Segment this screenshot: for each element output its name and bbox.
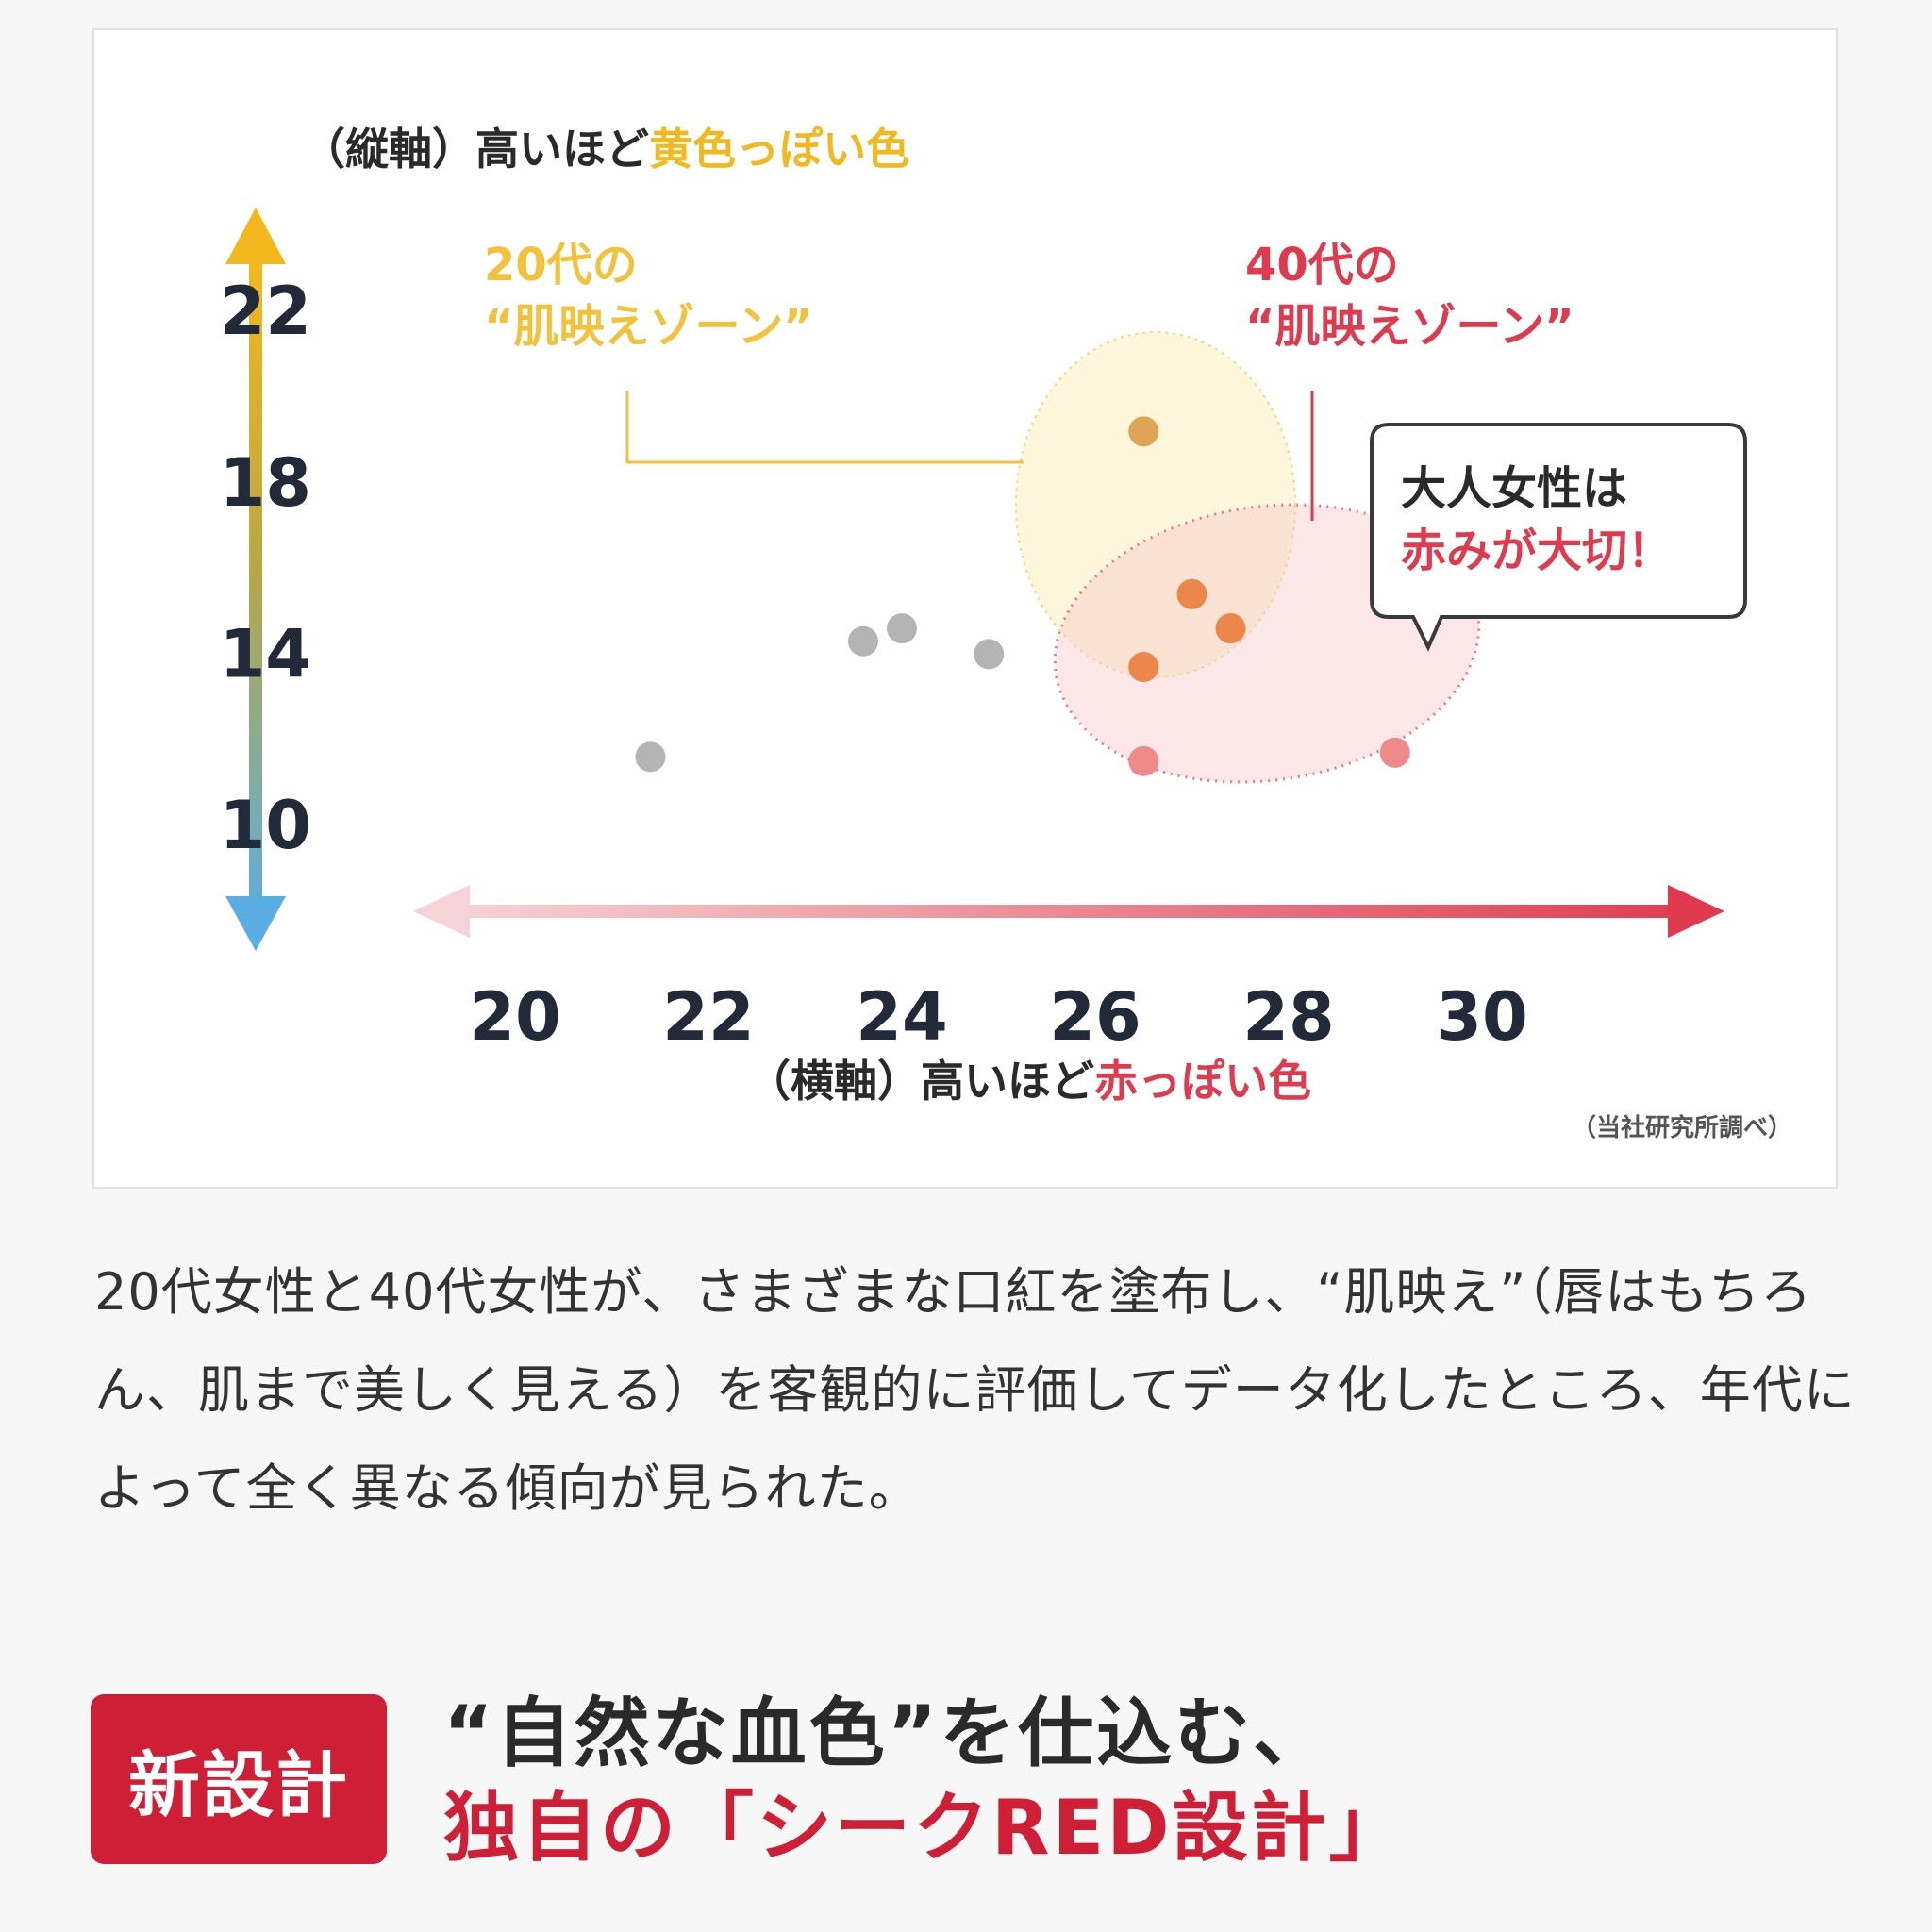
data-point-40s (1379, 737, 1410, 768)
y-tick-label: 22 (220, 273, 311, 350)
data-point-20s (1128, 416, 1159, 447)
x-tick-label: 22 (662, 978, 754, 1056)
zone-20s-label-line2: “肌映えゾーン” (484, 300, 813, 353)
headline-line1: “自然な血色”を仕込む、 (443, 1690, 1332, 1777)
y-axis-title-highlight: 黄色っぽい色 (649, 124, 909, 175)
x-axis-title-highlight: 赤っぽい色 (1094, 1056, 1311, 1107)
scatter-chart: （縦軸）高いほど黄色っぽい色 （横軸）高いほど赤っぽい色 （当社研究所調べ） 2… (220, 124, 1792, 1142)
callout-bubble (1370, 423, 1747, 652)
zone-20s-label-line1: 20代の (484, 239, 638, 291)
callout-line1: 大人女性は (1401, 462, 1627, 515)
data-point-other (887, 613, 917, 644)
y-axis-title: （縦軸）高いほど黄色っぽい色 (302, 124, 909, 175)
y-axis-arrow (249, 261, 262, 931)
new-design-badge: 新設計 (91, 1694, 387, 1864)
x-axis-title-prefix: （横軸）高いほど (747, 1056, 1094, 1107)
data-point-other (848, 625, 878, 657)
x-tick-label: 30 (1436, 978, 1527, 1056)
callout-line2: 赤みが大切！ (1401, 525, 1673, 577)
y-axis-arrow-down (225, 896, 286, 951)
y-axis-title-prefix: （縦軸）高いほど (302, 124, 649, 175)
data-point-40s (1128, 745, 1159, 776)
section-headline: “自然な血色”を仕込む、 独自の「シークRED設計」 (443, 1687, 1407, 1875)
source-note: （当社研究所調べ） (1572, 1113, 1792, 1142)
zone-40s-label-line2: “肌映えゾーン” (1245, 300, 1574, 353)
x-axis-arrow (453, 905, 1707, 918)
zone-20s (1015, 331, 1296, 678)
y-tick-label: 10 (220, 787, 311, 864)
y-axis-arrow-up (225, 208, 286, 264)
x-tick-label: 28 (1242, 978, 1334, 1056)
data-point-overlap (1215, 613, 1246, 644)
x-tick-label: 20 (469, 978, 560, 1056)
x-tick-label: 26 (1049, 978, 1141, 1056)
y-tick-label: 18 (220, 444, 311, 522)
caption-text: 20代女性と40代女性が、さまざまな口紅を塗布し、“肌映え”（唇はもちろん、肌ま… (94, 1262, 1856, 1518)
data-point-overlap (1176, 578, 1208, 609)
x-axis-arrow-left (413, 885, 470, 938)
data-point-other (974, 639, 1005, 670)
x-tick-label: 24 (856, 978, 947, 1056)
data-point-other (635, 741, 666, 773)
x-axis-title: （横軸）高いほど赤っぽい色 (747, 1056, 1311, 1107)
chart-panel: （縦軸）高いほど黄色っぽい色 （横軸）高いほど赤っぽい色 （当社研究所調べ） 2… (92, 28, 1838, 1189)
data-point-overlap (1128, 652, 1159, 683)
headline-line2: 独自の「シークRED設計」 (443, 1784, 1407, 1872)
zone-40s-label-line1: 40代の (1245, 239, 1399, 291)
x-axis-arrow-right (1668, 885, 1724, 938)
y-tick-label: 14 (220, 615, 311, 692)
zone-20s-leader (625, 391, 1024, 464)
